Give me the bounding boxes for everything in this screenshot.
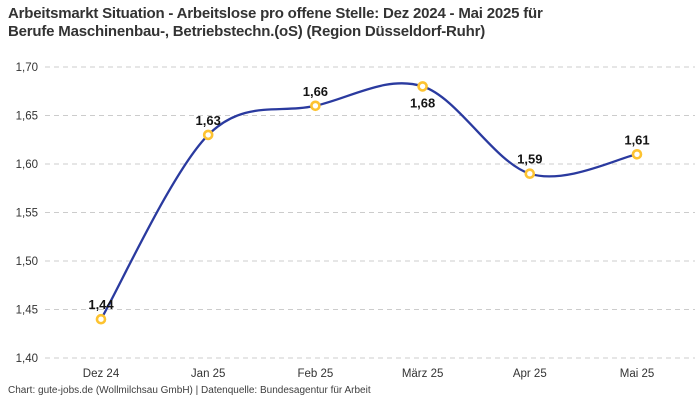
data-point-label: 1,66 [303,84,328,99]
data-point-label: 1,61 [624,132,649,147]
x-tick-label: Dez 24 [83,368,120,380]
y-tick-label: 1,60 [16,159,38,171]
data-point-marker [202,129,214,141]
x-tick-label: Feb 25 [297,368,333,380]
data-point-label: 1,68 [410,95,435,110]
data-point-marker [524,168,536,179]
y-tick-label: 1,65 [16,111,38,123]
data-point-marker [417,81,428,92]
data-point-marker [631,149,643,160]
data-point-marker [310,100,321,112]
y-tick-label: 1,45 [16,305,38,317]
data-point-label: 1,44 [88,297,114,312]
x-tick-label: Mai 25 [620,368,655,380]
x-tick-label: Jan 25 [191,368,226,380]
y-tick-label: 1,50 [16,256,38,268]
chart-title-line2: Berufe Maschinenbau-, Betriebstechn.(oS)… [8,22,486,40]
chart-title: Arbeitsmarkt Situation - Arbeitslose pro… [8,5,692,40]
data-point-label: 1,63 [196,113,221,128]
x-tick-label: März 25 [402,368,444,380]
series-line [99,82,639,321]
data-point-marker [95,313,107,325]
y-tick-label: 1,70 [16,62,38,74]
chart-title-line1: Arbeitsmarkt Situation - Arbeitslose pro… [8,5,543,22]
y-tick-label: 1,55 [16,208,38,220]
y-tick-label: 1,40 [16,353,38,365]
data-point-label: 1,59 [517,152,542,167]
x-tick-label: Apr 25 [513,368,547,380]
chart-credit: Chart: gute-jobs.de (Wollmilchsau GmbH) … [8,385,371,396]
